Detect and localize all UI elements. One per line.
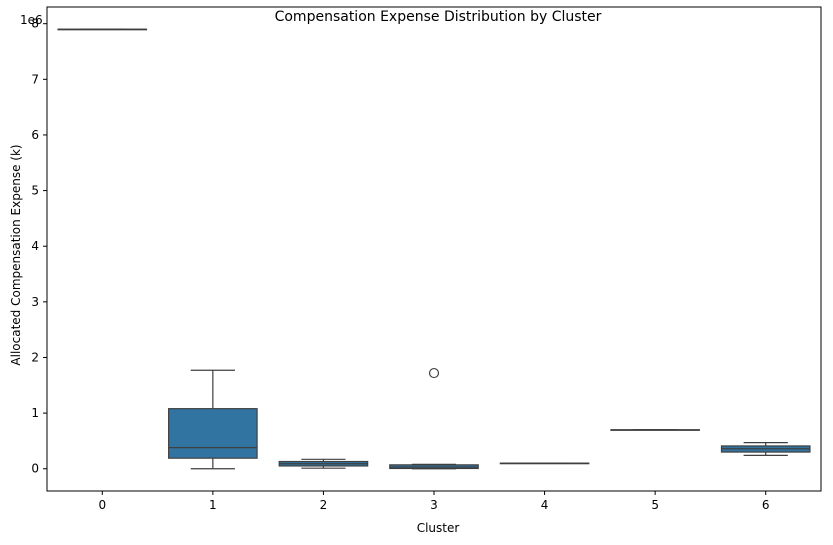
x-tick-label: 1 [209, 498, 217, 512]
x-tick-label: 0 [98, 498, 106, 512]
x-tick-label: 4 [541, 498, 549, 512]
y-tick-label: 8 [31, 17, 39, 31]
box-cluster-1 [168, 408, 258, 459]
y-tick-label: 5 [31, 184, 39, 198]
x-tick-label: 3 [430, 498, 438, 512]
chart-title: Compensation Expense Distribution by Clu… [275, 9, 602, 25]
x-tick-label: 5 [651, 498, 659, 512]
y-tick-label: 1 [31, 406, 39, 420]
y-tick-label: 7 [31, 72, 39, 86]
y-tick-label: 2 [31, 350, 39, 364]
y-axis-label: Allocated Compensation Expense (k) [9, 144, 23, 365]
y-tick-label: 4 [31, 239, 39, 253]
x-axis-label: Cluster [417, 521, 460, 535]
y-tick-label: 6 [31, 128, 39, 142]
outlier-point [428, 367, 440, 379]
x-tick-label: 6 [762, 498, 770, 512]
axes-frame [46, 6, 822, 492]
y-axis-offset-label: 1e6 [20, 13, 43, 27]
y-tick-label: 0 [31, 462, 39, 476]
x-tick-label: 2 [320, 498, 328, 512]
plot-area: 0 1 2 3 4 5 6 7 8 0 1 2 3 4 5 6 [31, 6, 822, 512]
y-tick-label: 3 [31, 295, 39, 309]
